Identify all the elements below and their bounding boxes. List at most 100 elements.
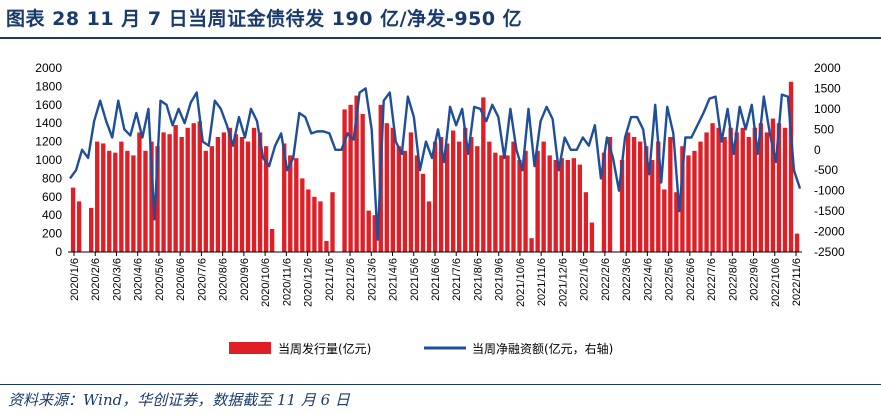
bar [384, 123, 389, 252]
bar [191, 123, 196, 252]
bar [239, 137, 245, 252]
left-tick-label: 1200 [35, 135, 62, 149]
x-tick-label: 2021/1/6 [324, 258, 336, 301]
bar [233, 134, 239, 252]
x-tick-label: 2021/4/6 [388, 258, 400, 301]
bar [716, 127, 721, 252]
bar [288, 155, 293, 252]
bar [408, 132, 414, 252]
bar [101, 143, 106, 252]
right-tick-label: 1000 [814, 102, 841, 116]
x-tick-label: 2021/11/6 [536, 258, 548, 306]
bar [76, 201, 82, 252]
figure-header: 图表 28 11 月 7 日当周证金债待发 190 亿/净发-950 亿 [0, 0, 881, 39]
bar [414, 155, 420, 252]
bar [354, 95, 359, 252]
legend: 当周发行量(亿元) 当周净融资额(亿元，右轴) [229, 341, 613, 356]
bar [740, 127, 745, 252]
x-tick-label: 2020/2/6 [90, 258, 102, 301]
x-tick-label: 2020/5/6 [154, 258, 166, 301]
bar [457, 141, 462, 252]
bar [360, 114, 365, 252]
bar [263, 146, 269, 252]
bar [764, 132, 770, 252]
bar [426, 201, 432, 252]
right-tick-label: -1500 [814, 204, 845, 218]
bar [517, 160, 522, 252]
net-financing-line [69, 87, 802, 241]
x-tick-label: 2021/12/6 [557, 258, 569, 307]
bar [752, 127, 757, 252]
x-tick-label: 2021/2/6 [345, 258, 357, 301]
x-tick-label: 2020/8/6 [218, 258, 230, 301]
left-tick-label: 800 [42, 171, 62, 185]
left-tick-label: 1600 [35, 98, 62, 112]
bar [529, 238, 534, 252]
x-tick-label: 2022/7/6 [706, 258, 718, 301]
left-tick-label: 2000 [35, 61, 62, 75]
bar [523, 150, 528, 252]
bar [644, 146, 649, 252]
bar [161, 132, 166, 252]
bar [698, 141, 703, 252]
bar [541, 141, 546, 252]
bar [571, 158, 576, 252]
bar [215, 137, 221, 252]
bar [203, 150, 208, 252]
bar [710, 123, 715, 252]
bar [125, 150, 130, 252]
legend-line-label: 当周净融资额(亿元，右轴) [472, 341, 613, 356]
bar [638, 141, 643, 252]
x-tick-label: 2022/6/6 [685, 258, 697, 301]
x-tick-label: 2022/5/6 [664, 258, 676, 301]
bar [137, 132, 142, 252]
bar [95, 141, 100, 252]
bar-series [70, 81, 800, 253]
bar [173, 125, 178, 252]
bar [324, 240, 329, 252]
x-tick-label: 2022/9/6 [749, 258, 761, 301]
left-tick-label: 400 [42, 208, 62, 222]
title-rule [0, 37, 881, 39]
bar [390, 127, 395, 252]
bar [565, 160, 570, 252]
bar [788, 81, 794, 252]
bar [131, 155, 136, 252]
bar [396, 146, 402, 252]
x-tick-label: 2021/8/6 [472, 258, 484, 301]
bar [300, 178, 305, 252]
bar [686, 155, 691, 252]
bar [650, 160, 655, 252]
x-tick-label: 2021/7/6 [451, 258, 463, 301]
footer-rule [0, 384, 881, 385]
bar [770, 118, 776, 252]
bar [432, 141, 438, 252]
figure-title: 图表 28 11 月 7 日当周证金债待发 190 亿/净发-950 亿 [6, 8, 523, 30]
line-series [69, 87, 802, 241]
x-tick-label: 2022/11/6 [791, 258, 803, 306]
x-tick-label: 2020/3/6 [111, 258, 123, 301]
bar [746, 137, 751, 252]
bar [312, 196, 317, 252]
x-tick-label: 2020/1/6 [69, 258, 81, 301]
bar [342, 109, 347, 253]
bar [668, 137, 673, 252]
bar [734, 132, 739, 252]
bar [481, 97, 486, 252]
bar [372, 215, 377, 252]
bar [463, 127, 468, 252]
left-tick-label: 1800 [35, 79, 62, 93]
bar [469, 137, 474, 252]
bar [601, 152, 607, 252]
bar [692, 150, 697, 252]
bar [499, 155, 504, 252]
bar [89, 207, 94, 252]
bar [577, 164, 583, 252]
bar [782, 127, 788, 252]
x-tick-label: 2022/2/6 [600, 258, 612, 301]
bar [179, 137, 184, 252]
bar [553, 160, 558, 252]
left-tick-label: 600 [42, 190, 62, 204]
bar [511, 141, 516, 252]
